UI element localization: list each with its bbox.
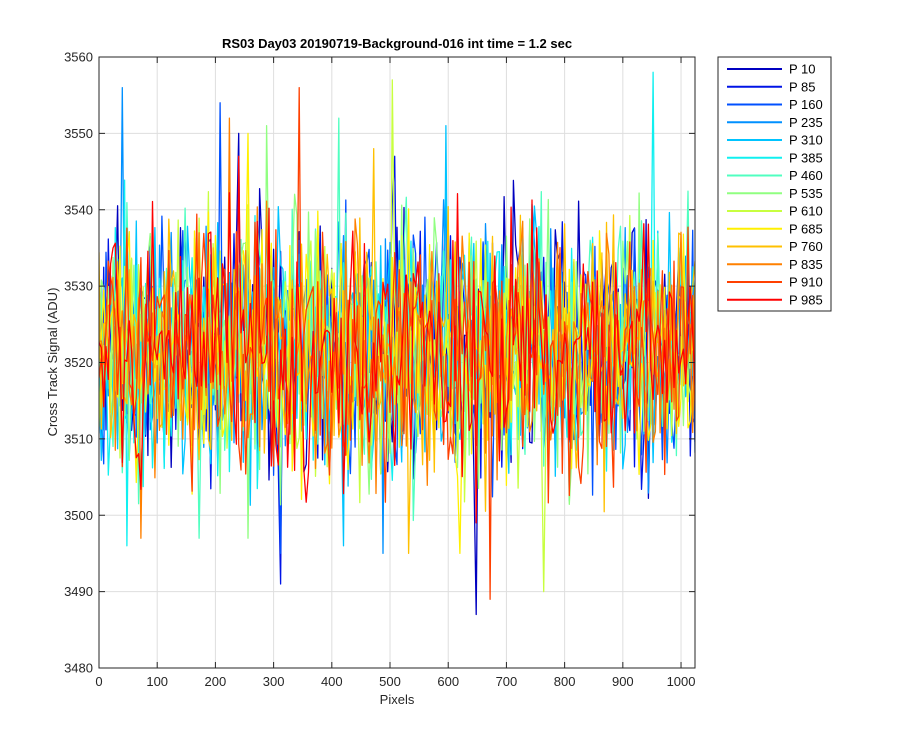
legend-entry[interactable]: P 685 <box>727 221 823 236</box>
legend-label: P 310 <box>789 133 823 148</box>
x-tick-label: 900 <box>612 674 634 689</box>
legend-entry[interactable]: P 310 <box>727 133 823 148</box>
legend-entry[interactable]: P 10 <box>727 62 816 77</box>
y-tick-label: 3560 <box>64 50 93 65</box>
legend-label: P 535 <box>789 186 823 201</box>
y-tick-label: 3500 <box>64 508 93 523</box>
series-layer <box>99 71 695 616</box>
legend-label: P 235 <box>789 115 823 130</box>
x-tick-label: 700 <box>496 674 518 689</box>
legend-entry[interactable]: P 235 <box>727 115 823 130</box>
legend-label: P 910 <box>789 275 823 290</box>
x-tick-label: 1000 <box>667 674 696 689</box>
x-tick-label: 600 <box>437 674 459 689</box>
legend-label: P 685 <box>789 221 823 236</box>
plot-area[interactable]: 0 100 200 300 400 500 600 700 800 900 1000 3480 3490… <box>64 50 696 690</box>
y-tick-label: 3540 <box>64 202 93 217</box>
legend-label: P 85 <box>789 79 816 94</box>
legend-entry[interactable]: P 610 <box>727 204 823 219</box>
legend-box <box>717 56 832 312</box>
y-tick-label: 3530 <box>64 279 93 294</box>
legend-label: P 460 <box>789 168 823 183</box>
series-line-p-985 <box>99 155 695 524</box>
x-tick-label: 100 <box>146 674 168 689</box>
legend[interactable]: P 10 P 85 P 160 P 235 P 310 P 385 P 460 P 535 P … <box>717 56 832 312</box>
legend-entry[interactable]: P 910 <box>727 275 823 290</box>
chart-title: RS03 Day03 20190719-Background-016 int t… <box>222 36 572 51</box>
legend-label: P 160 <box>789 97 823 112</box>
legend-label: P 610 <box>789 204 823 219</box>
y-axis-label: Cross Track Signal (ADU) <box>45 288 60 437</box>
legend-entry[interactable]: P 760 <box>727 239 823 254</box>
y-tick-label: 3490 <box>64 584 93 599</box>
y-tick-label: 3510 <box>64 431 93 446</box>
legend-entry[interactable]: P 160 <box>727 97 823 112</box>
legend-label: P 985 <box>789 292 823 307</box>
legend-entry[interactable]: P 985 <box>727 292 823 307</box>
x-tick-label: 300 <box>263 674 285 689</box>
legend-entry[interactable]: P 535 <box>727 186 823 201</box>
y-tick-label: 3550 <box>64 126 93 141</box>
ticks: 0 100 200 300 400 500 600 700 800 900 1000 3480 3490… <box>64 50 695 690</box>
legend-label: P 10 <box>789 62 816 77</box>
legend-entry[interactable]: P 385 <box>727 150 823 165</box>
legend-label: P 760 <box>789 239 823 254</box>
x-tick-label: 0 <box>95 674 102 689</box>
y-tick-label: 3520 <box>64 355 93 370</box>
x-tick-label: 400 <box>321 674 343 689</box>
legend-entry[interactable]: P 85 <box>727 79 816 94</box>
legend-entry[interactable]: P 835 <box>727 257 823 272</box>
y-tick-label: 3480 <box>64 661 93 676</box>
x-tick-label: 200 <box>205 674 227 689</box>
x-axis-label: Pixels <box>380 692 415 707</box>
legend-entry[interactable]: P 460 <box>727 168 823 183</box>
legend-label: P 835 <box>789 257 823 272</box>
legend-label: P 385 <box>789 150 823 165</box>
x-tick-label: 800 <box>554 674 576 689</box>
x-tick-label: 500 <box>379 674 401 689</box>
